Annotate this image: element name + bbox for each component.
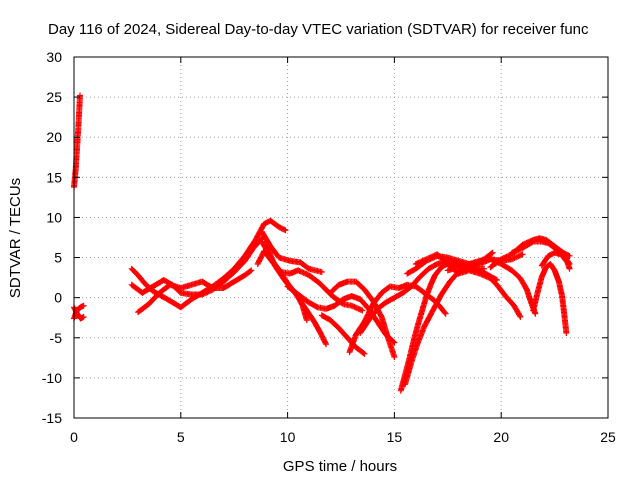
y-tick-label: -15	[42, 410, 62, 426]
y-tick-label: 25	[46, 89, 62, 105]
y-tick-label: -5	[50, 330, 63, 346]
x-axis-label: GPS time / hours	[283, 458, 397, 475]
series-s24	[538, 249, 573, 272]
x-tick-label: 20	[493, 429, 509, 445]
axis-ticks: 0 5 10 15 20 25 -15 -10 -5 0 5 10 15 20 25 30	[42, 49, 616, 445]
series-marks	[135, 267, 255, 316]
x-tick-label: 5	[177, 429, 185, 445]
series-marks	[538, 249, 573, 272]
y-tick-label: 0	[54, 290, 62, 306]
series-s11	[284, 283, 310, 324]
y-tick-label: 5	[54, 250, 62, 266]
y-tick-label: -10	[42, 370, 62, 386]
x-tick-label: 10	[280, 429, 296, 445]
y-tick-label: 15	[46, 169, 62, 185]
y-tick-label: 20	[46, 129, 62, 145]
x-tick-label: 0	[70, 429, 78, 445]
series-s23	[530, 261, 570, 336]
x-tick-label: 15	[387, 429, 403, 445]
series-s6	[135, 267, 255, 316]
series-marks	[259, 228, 325, 275]
series-s8	[259, 228, 325, 275]
chart-title: Day 116 of 2024, Sidereal Day-to-day VTE…	[48, 21, 589, 38]
series-marks	[284, 283, 310, 324]
series-marks	[530, 261, 570, 336]
y-tick-label: 10	[46, 209, 62, 225]
y-axis-label: SDTVAR / TECUs	[7, 178, 24, 298]
plot-frame	[73, 56, 609, 419]
y-tick-label: 30	[46, 49, 62, 65]
x-tick-label: 25	[600, 429, 616, 445]
